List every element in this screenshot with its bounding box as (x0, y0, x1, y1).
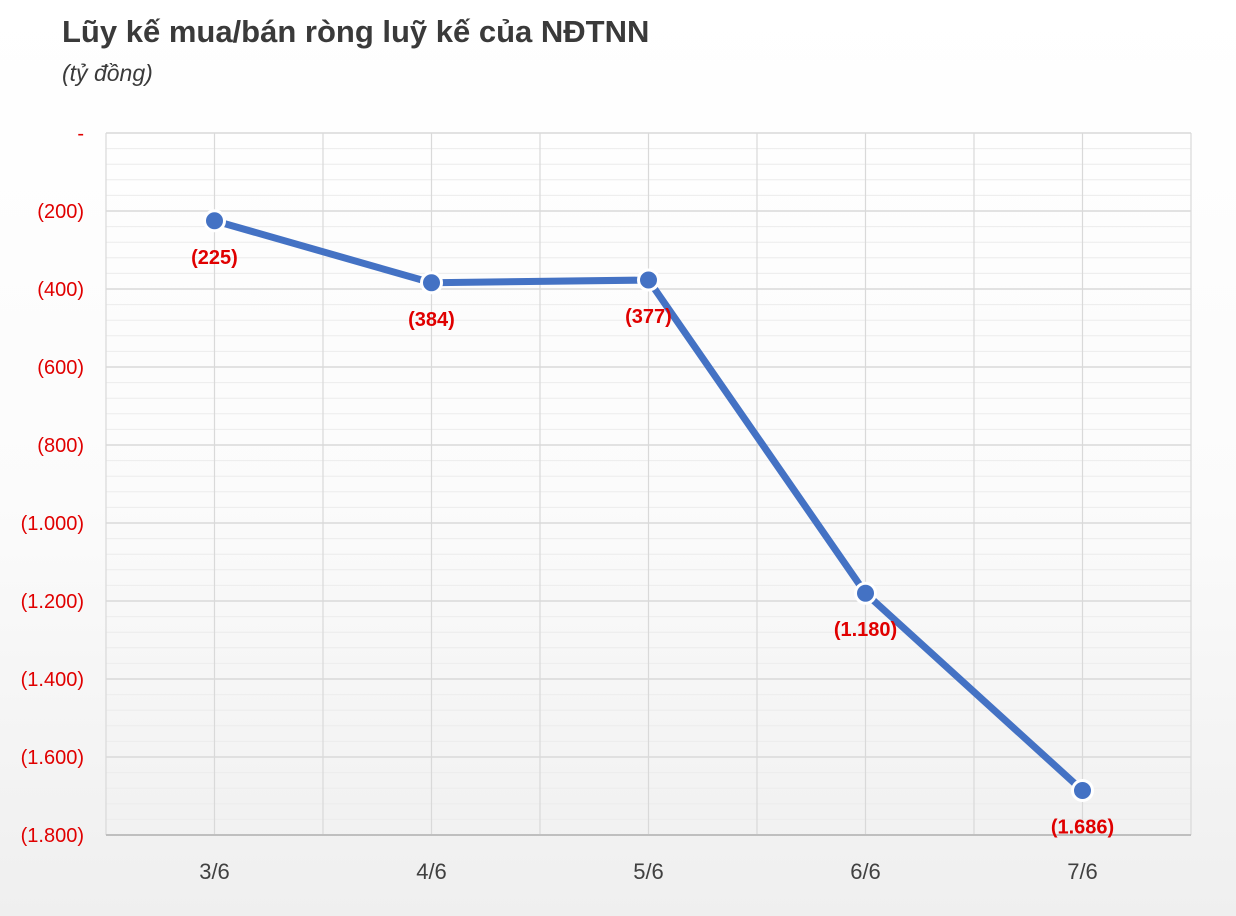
data-point (637, 268, 660, 292)
data-label: (225) (191, 247, 238, 269)
x-tick-label: 3/6 (199, 859, 230, 884)
y-tick-label: (600) (37, 357, 84, 379)
y-tick-label: - (77, 123, 84, 145)
data-label: (377) (625, 306, 672, 328)
data-label: (1.180) (834, 619, 897, 641)
x-tick-label: 4/6 (416, 859, 447, 884)
x-tick-label: 5/6 (633, 859, 664, 884)
data-point (203, 209, 226, 233)
y-tick-label: (1.600) (21, 747, 84, 769)
y-tick-label: (1.800) (21, 825, 84, 847)
data-label: (1.686) (1051, 817, 1114, 839)
chart-title: Lũy kế mua/bán ròng luỹ kế của NĐTNN (62, 14, 650, 49)
x-tick-label: 6/6 (850, 859, 881, 884)
data-point (420, 271, 443, 295)
y-tick-label: (1.400) (21, 669, 84, 691)
y-tick-label: (800) (37, 435, 84, 457)
x-axis-ticks: 3/6 4/6 5/6 6/6 7/6 (199, 859, 1098, 884)
chart-subtitle: (tỷ đồng) (62, 60, 153, 86)
data-point (1071, 779, 1094, 803)
y-tick-label: (1.000) (21, 513, 84, 535)
data-point (854, 581, 877, 605)
y-axis-ticks: - (200) (400) (600) (800) (1.000) (1.200) (1.40… (21, 123, 84, 847)
data-labels: (225) (384) (377) (1.180) (1.686) (191, 247, 1114, 839)
data-label: (384) (408, 309, 455, 331)
data-points (203, 209, 1094, 803)
y-tick-label: (1.200) (21, 591, 84, 613)
x-tick-label: 7/6 (1067, 859, 1098, 884)
y-tick-label: (400) (37, 279, 84, 301)
y-tick-label: (200) (37, 201, 84, 223)
